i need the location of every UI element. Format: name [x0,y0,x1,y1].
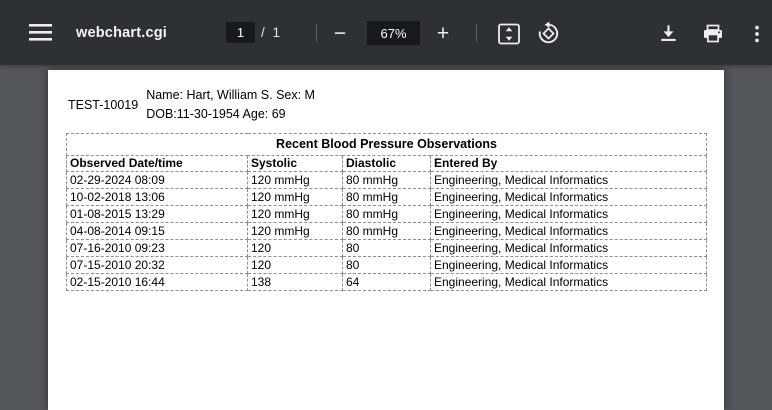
print-icon [703,24,722,42]
cell-observed: 07-15-2010 20:32 [66,256,248,274]
table-row: 02-15-2010 16:44 138 64 Engineering, Med… [66,273,707,291]
patient-id: TEST-10019 [68,97,139,112]
pdf-page: TEST-10019 Name: Hart, William S. Sex: M… [48,70,724,410]
col-header-diastolic: Diastolic [342,155,431,172]
zoom-level: 67% [367,21,420,45]
zoom-out-button[interactable]: − [327,19,353,47]
table-row: 02-29-2024 08:09 120 mmHg 80 mmHg Engine… [66,171,707,189]
more-vertical-icon [755,25,759,42]
cell-diastolic: 80 mmHg [342,205,431,223]
cell-observed: 02-29-2024 08:09 [66,171,248,189]
plus-icon: + [436,21,450,45]
cell-observed: 02-15-2010 16:44 [66,273,248,291]
menu-button[interactable] [26,18,54,48]
table-row: 10-02-2018 13:06 120 mmHg 80 mmHg Engine… [66,188,707,206]
rotate-ccw-icon [538,21,558,44]
table-title: Recent Blood Pressure Observations [66,133,707,156]
page-number-input[interactable]: 1 [226,22,255,43]
print-button[interactable] [699,20,726,47]
cell-entered-by: Engineering, Medical Informatics [430,256,707,274]
cell-diastolic: 80 mmHg [342,188,431,206]
rotate-button[interactable] [534,20,562,47]
cell-systolic: 120 mmHg [247,205,343,223]
cell-diastolic: 64 [342,273,431,291]
table-title-row: Recent Blood Pressure Observations [66,133,707,156]
blood-pressure-table: Recent Blood Pressure Observations Obser… [66,133,707,291]
table-row: 01-08-2015 13:29 120 mmHg 80 mmHg Engine… [66,205,707,223]
cell-systolic: 120 mmHg [247,171,343,189]
hamburger-menu-icon [28,24,52,41]
cell-entered-by: Engineering, Medical Informatics [430,188,707,206]
pdf-canvas: TEST-10019 Name: Hart, William S. Sex: M… [0,65,772,410]
toolbar-divider [476,24,477,42]
cell-systolic: 120 mmHg [247,188,343,206]
more-options-button[interactable] [746,20,768,47]
cell-diastolic: 80 [342,256,431,274]
cell-entered-by: Engineering, Medical Informatics [430,205,707,223]
cell-entered-by: Engineering, Medical Informatics [430,222,707,240]
cell-observed: 01-08-2015 13:29 [66,205,248,223]
cell-diastolic: 80 mmHg [342,171,431,189]
cell-diastolic: 80 mmHg [342,222,431,240]
cell-systolic: 120 mmHg [247,222,343,240]
pdf-toolbar: webchart.cgi 1 / 1 − 67% + [0,0,772,65]
patient-name-line: Name: Hart, William S. Sex: M [146,88,315,102]
cell-systolic: 120 [247,256,343,274]
minus-icon: − [333,21,347,45]
zoom-in-button[interactable]: + [430,19,456,47]
col-header-observed: Observed Date/time [66,155,248,172]
cell-entered-by: Engineering, Medical Informatics [430,239,707,257]
page-count-label: / 1 [261,25,283,40]
cell-entered-by: Engineering, Medical Informatics [430,273,707,291]
cell-diastolic: 80 [342,239,431,257]
patient-header: TEST-10019 Name: Hart, William S. Sex: M… [68,86,315,123]
fit-to-page-button[interactable] [495,20,522,47]
col-header-entered-by: Entered By [430,155,707,172]
toolbar-divider [316,24,317,42]
cell-observed: 10-02-2018 13:06 [66,188,248,206]
download-button[interactable] [655,20,682,47]
cell-observed: 04-08-2014 09:15 [66,222,248,240]
download-icon [661,25,676,41]
table-header-row: Observed Date/time Systolic Diastolic En… [66,155,707,172]
table-row: 07-16-2010 09:23 120 80 Engineering, Med… [66,239,707,257]
cell-systolic: 120 [247,239,343,257]
table-row: 07-15-2010 20:32 120 80 Engineering, Med… [66,256,707,274]
col-header-systolic: Systolic [247,155,343,172]
cell-entered-by: Engineering, Medical Informatics [430,171,707,189]
document-title: webchart.cgi [76,24,168,41]
patient-dob-line: DOB:11-30-1954 Age: 69 [146,106,286,121]
table-row: 04-08-2014 09:15 120 mmHg 80 mmHg Engine… [66,222,707,240]
cell-observed: 07-16-2010 09:23 [66,239,248,257]
cell-systolic: 138 [247,273,343,291]
fit-page-icon [497,23,520,44]
